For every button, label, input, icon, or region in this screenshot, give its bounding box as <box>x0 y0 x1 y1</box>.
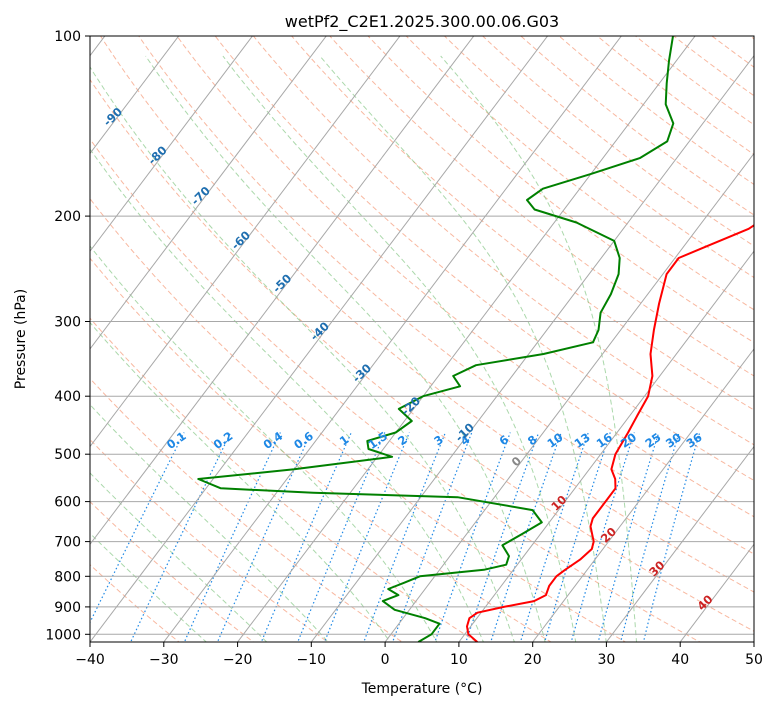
dry-adiabat-line <box>90 500 255 642</box>
y-tick-label: 500 <box>54 447 81 463</box>
x-axis-label: Temperature (°C) <box>361 681 483 697</box>
y-tick-label: 700 <box>54 535 81 551</box>
x-tick-label: −10 <box>297 652 327 668</box>
mixing-ratio-line <box>216 432 312 642</box>
dry-adiabat-line <box>405 36 754 311</box>
dry-adiabat-line <box>90 257 552 642</box>
dry-adiabat-line <box>252 36 754 446</box>
isotherm-line <box>532 348 754 642</box>
isotherm-line <box>90 36 254 252</box>
mixing-ratio-line <box>642 432 701 642</box>
dry-adiabat-line <box>90 78 754 632</box>
dry-adiabats <box>90 36 754 642</box>
dewpoint-line <box>197 36 675 642</box>
x-tick-label: 40 <box>671 652 689 668</box>
isotherm-line <box>458 250 754 642</box>
x-tick-label: 50 <box>745 652 763 668</box>
dry-adiabat-line <box>138 36 754 555</box>
y-tick-label: 300 <box>54 315 81 331</box>
isotherm-line <box>384 152 754 642</box>
y-tick-label: 1000 <box>45 627 81 643</box>
dry-adiabat-line <box>596 36 754 156</box>
y-tick-label: 100 <box>54 29 81 45</box>
mixing-ratio-line <box>130 432 232 642</box>
dry-adiabat-line <box>329 36 754 377</box>
isotherm-line <box>605 445 754 642</box>
y-tick-label: 200 <box>54 209 81 225</box>
isotherm-line <box>236 36 696 642</box>
dry-adiabat-line <box>90 317 478 642</box>
isotherm-line <box>90 36 401 448</box>
isotherm-line <box>90 36 549 642</box>
moist-adiabat-line <box>145 55 546 642</box>
grid-lines <box>90 36 754 642</box>
dry-adiabat-line <box>176 36 754 518</box>
y-tick-label: 600 <box>54 495 81 511</box>
mixing-ratio-line <box>363 432 446 642</box>
mixing-ratio-line <box>620 432 680 642</box>
y-tick-label: 400 <box>54 389 81 405</box>
series-lines <box>197 36 754 642</box>
mixing-ratio-lines <box>90 432 701 642</box>
temperature-line <box>466 224 754 642</box>
isotherm-line <box>90 36 475 546</box>
axis-ticks: −40 −30 −20 −10 0 10 20 30 40 50 100 200 300 400 500 60… <box>45 29 763 668</box>
dry-adiabat-line <box>443 36 754 279</box>
moist-adiabat-line <box>440 55 638 642</box>
x-tick-label: 10 <box>450 652 468 668</box>
mixing-ratio-line <box>597 432 660 642</box>
isotherm-line <box>163 36 622 642</box>
dry-adiabat-line <box>99 36 754 593</box>
y-tick-label: 900 <box>54 600 81 616</box>
isotherm-line <box>679 543 754 642</box>
mixing-ratio-line <box>434 432 511 642</box>
mixing-ratio-line <box>297 432 386 642</box>
x-tick-label: −30 <box>149 652 179 668</box>
x-tick-label: −40 <box>75 652 105 668</box>
dry-adiabat-line <box>558 36 754 186</box>
x-tick-label: −20 <box>223 652 253 668</box>
moist-adiabat-line <box>90 148 484 642</box>
x-tick-label: 30 <box>597 652 615 668</box>
moist-adiabat-line <box>319 55 607 642</box>
x-tick-label: 20 <box>524 652 542 668</box>
y-axis-label: Pressure (hPa) <box>13 289 29 389</box>
moist-adiabat-line <box>222 55 577 642</box>
y-tick-label: 800 <box>54 569 81 585</box>
mixing-ratio-line <box>183 432 281 642</box>
dry-adiabat-line <box>90 138 701 642</box>
moist-adiabat-line <box>90 403 329 642</box>
dry-adiabat-line <box>90 197 627 642</box>
dry-adiabat-line <box>214 36 754 481</box>
mixing-ratio-line <box>260 432 352 642</box>
mixing-ratio-line <box>570 432 635 642</box>
dry-adiabat-line <box>290 36 754 411</box>
mixing-ratio-line <box>323 432 410 642</box>
isotherm-line <box>310 54 754 642</box>
chart-title: wetPf2_C2E1.2025.300.00.06.G03 <box>285 12 559 32</box>
plot-frame <box>89 35 755 643</box>
x-tick-label: 0 <box>381 652 390 668</box>
isotherm-line <box>90 36 180 155</box>
dry-adiabat-line <box>520 36 754 216</box>
isotherm-line <box>90 36 327 350</box>
